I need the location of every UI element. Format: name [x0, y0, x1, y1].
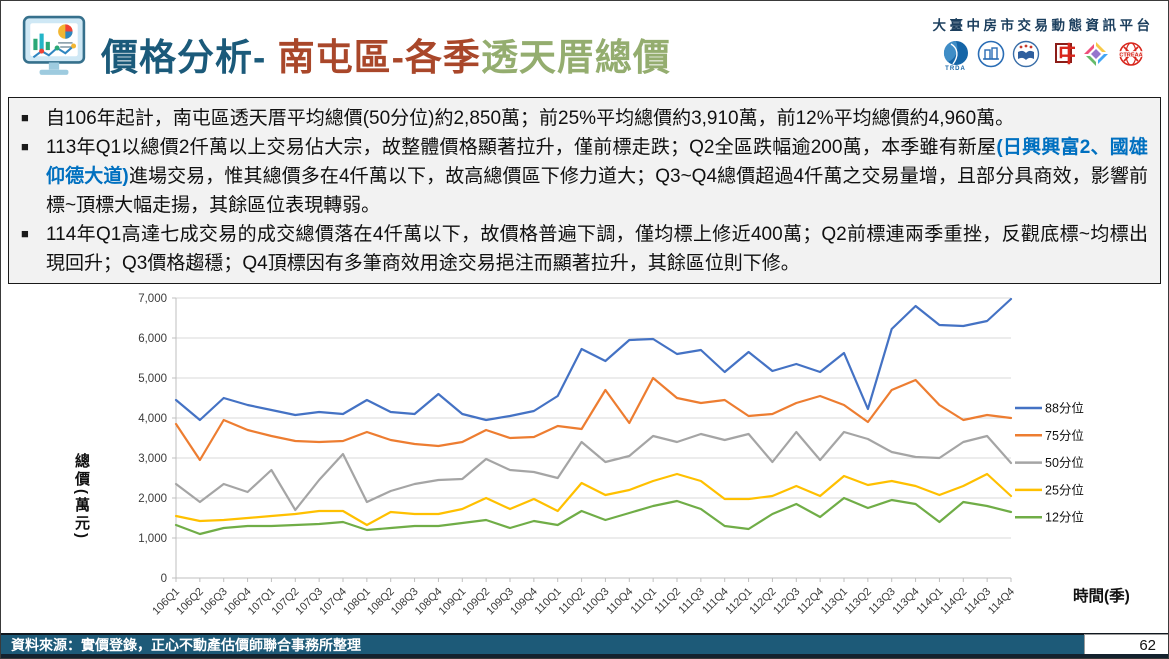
chung-character-icon: 中 — [1054, 42, 1075, 67]
series-line-50分位 — [174, 430, 1013, 512]
y-tick-label: 4,000 — [138, 413, 167, 425]
ctreaa-globe-icon: CTREAA — [1118, 42, 1143, 66]
y-tick-label: 6,000 — [138, 333, 167, 345]
trda-label: TRDA — [945, 66, 966, 72]
association-building-logo — [976, 40, 1006, 74]
price-line-chart: 01,0002,0003,0004,0005,0006,0007,000106Q… — [138, 293, 1084, 618]
appraiser-emblem-logo — [1011, 40, 1041, 74]
x-axis-title: 時間(季) — [1073, 588, 1130, 605]
bullet-3: ■ 114年Q1高達七成交易的成交總價落在4仟萬以下，故價格普遍下調，僅均標上修… — [19, 220, 1148, 278]
series-line-12分位 — [174, 496, 1013, 536]
series-line-75分位 — [174, 376, 1013, 462]
y-tick-label: 1,000 — [138, 533, 167, 545]
x-tick-label: 111Q3 — [676, 586, 707, 617]
x-tick-label: 110Q4 — [604, 586, 635, 617]
chart-monitor-icon — [22, 15, 86, 75]
chung-logo: 中 — [1046, 40, 1076, 74]
x-tick-label: 114Q4 — [986, 586, 1017, 617]
x-tick-label: 111Q1 — [629, 586, 660, 617]
chung-character: 中 — [1058, 42, 1075, 67]
y-tick-label: 3,000 — [138, 453, 167, 465]
trda-globe-icon — [943, 40, 968, 65]
bottom-edge — [1, 654, 1168, 658]
y-axis-title: 總價(萬元) — [73, 453, 90, 541]
bullet-2-text-post: 進場交易，惟其總價多在4仟萬以下，故高總價區下修力道大；Q3~Q4總價超過4仟萬… — [46, 166, 1148, 216]
platform-name: 大臺中房市交易動態資訊平台 — [932, 18, 1154, 33]
bullet-2-highlight: (日興興富2、國雄仰德大道) — [46, 137, 1148, 187]
ctreaa-logo: CTREAA — [1116, 40, 1146, 74]
footer-source-bar: 資料來源：實價登錄，正心不動產估價師聯合事務所整理 — [1, 633, 1168, 656]
legend-label-50分位: 50分位 — [1045, 455, 1084, 470]
logo-row: TRDA — [928, 40, 1158, 74]
building-circle-icon — [977, 40, 1004, 68]
title-part-3: 透天厝總價 — [480, 37, 671, 78]
legend-label-88分位: 88分位 — [1045, 401, 1084, 416]
bullet-1-text: 自106年起計，南屯區透天厝平均總價(50分位)約2,850萬；前25%平均總價… — [46, 108, 1015, 129]
legend-label-75分位: 75分位 — [1045, 428, 1084, 443]
trda-logo: TRDA — [941, 40, 971, 74]
bullet-2-text-pre: 113年Q1以總價2仟萬以上交易佔大宗，故整體價格顯著拉升，僅前標走跌；Q2全區… — [46, 137, 997, 158]
x-tick-label: 111Q2 — [652, 586, 683, 617]
bullet-3-text: 114年Q1高達七成交易的成交總價落在4仟萬以下，故價格普遍下調，僅均標上修近4… — [46, 224, 1148, 274]
y-tick-label: 7,000 — [138, 293, 167, 305]
bullet-1: ■ 自106年起計，南屯區透天厝平均總價(50分位)約2,850萬；前25%平均… — [19, 104, 1148, 133]
bullet-marker: ■ — [21, 226, 29, 241]
title-part-1: 價格分析- — [101, 37, 267, 78]
bullet-marker: ■ — [21, 110, 29, 125]
bullet-2: ■ 113年Q1以總價2仟萬以上交易佔大宗，故整體價格顯著拉升，僅前標走跌；Q2… — [19, 133, 1148, 220]
page-title: 價格分析- 南屯區-各季透天厝總價 — [101, 27, 671, 81]
x-tick-label: 109Q4 — [508, 586, 540, 618]
summary-box: ■ 自106年起計，南屯區透天厝平均總價(50分位)約2,850萬；前25%平均… — [8, 97, 1161, 284]
y-tick-label: 0 — [161, 573, 167, 585]
header: 價格分析- 南屯區-各季透天厝總價 大臺中房市交易動態資訊平台 TRDA — [1, 1, 1168, 97]
platform-block: 大臺中房市交易動態資訊平台 TRDA — [928, 14, 1158, 74]
diamond-chevrons-icon — [1083, 42, 1108, 66]
title-part-2: 南屯區-各季 — [266, 37, 481, 78]
legend-label-25分位: 25分位 — [1045, 482, 1084, 497]
source-text: 資料來源：實價登錄，正心不動產估價師聯合事務所整理 — [11, 637, 361, 653]
bullet-marker: ■ — [21, 139, 29, 154]
legend-label-12分位: 12分位 — [1045, 510, 1084, 525]
series-line-25分位 — [174, 472, 1013, 527]
ctreaa-label: CTREAA — [1119, 53, 1142, 59]
page-number: 62 — [1084, 634, 1168, 656]
y-tick-label: 5,000 — [138, 373, 167, 385]
emblem-book-icon — [1012, 40, 1039, 68]
series-line-88分位 — [174, 297, 1013, 422]
y-tick-label: 2,000 — [138, 493, 167, 505]
diamond-logo — [1081, 40, 1111, 74]
